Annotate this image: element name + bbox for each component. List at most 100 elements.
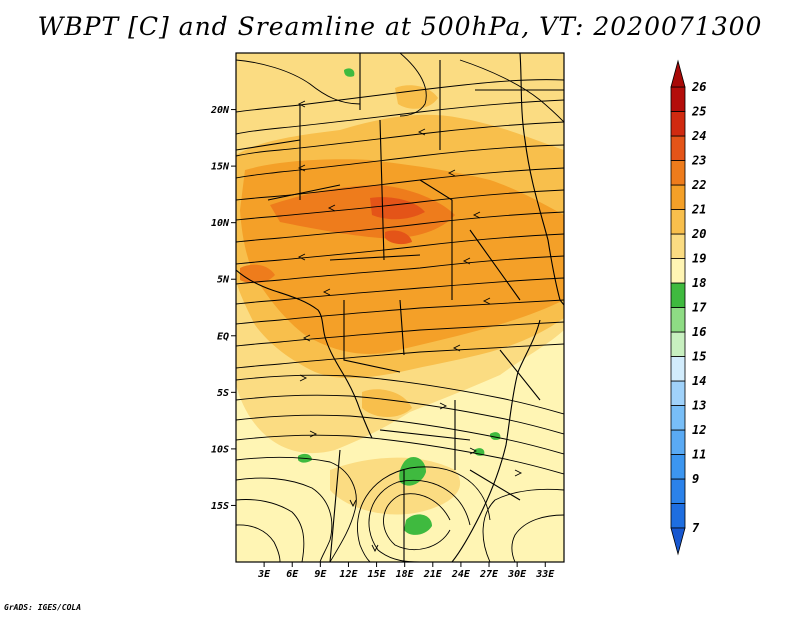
colorbar-label: 25 (691, 105, 706, 119)
streamline-arrow (322, 288, 331, 296)
streamline-arrow (371, 544, 379, 553)
lat-tick-label: 20N (210, 105, 230, 116)
lon-tick-label: 24E (451, 569, 471, 580)
colorbar-swatch (670, 454, 686, 480)
lon-tick-label: 15E (368, 569, 387, 580)
streamline-arrow (297, 100, 306, 108)
wbpt-18-patch (344, 68, 355, 77)
streamline-arrow (302, 334, 311, 342)
streamline-arrow (417, 128, 426, 136)
colorbar-label: 26 (691, 80, 706, 94)
coastline (451, 319, 541, 562)
streamline-arrow (469, 447, 478, 455)
streamline-arrow (439, 402, 448, 410)
colorbar-swatch (670, 380, 686, 406)
colorbar-label: 9 (692, 472, 699, 486)
coastline (236, 269, 373, 439)
lat-tick-label: EQ (217, 331, 229, 342)
border (236, 53, 564, 562)
latitude-axis: 20N 15N 10N 5N EQ 5S 10S 15S (210, 105, 236, 512)
streamline (236, 167, 564, 201)
streamline (236, 121, 564, 157)
wbpt-21-region-south (362, 389, 412, 417)
colorbar-swatch (670, 258, 686, 284)
colorbar-swatch (670, 356, 686, 382)
streamline-arrow (299, 374, 308, 382)
streamline (236, 394, 564, 435)
streamline (236, 434, 564, 475)
streamline (357, 466, 491, 562)
colorbar-label: 16 (692, 325, 706, 339)
streamline (459, 59, 564, 123)
streamline (236, 456, 357, 562)
lat-tick-label: 10N (211, 218, 230, 229)
lat-tick-label: 15N (211, 162, 230, 173)
colorbar-swatch (670, 86, 686, 112)
colorbar-swatch (670, 282, 686, 308)
streamline (236, 144, 564, 179)
lat-tick-label: 15S (211, 501, 229, 512)
streamline (236, 499, 305, 562)
lat-tick-label: 10S (211, 444, 229, 455)
wbpt-18-patch (404, 514, 432, 535)
colorbar-label: 19 (692, 252, 706, 266)
longitude-axis: 3E 6E 9E 12E 15E 18E 21E 24E 27E 30E 33E (257, 562, 555, 580)
coastline (519, 53, 564, 306)
streamline (236, 277, 564, 305)
country-borders (236, 53, 564, 562)
lon-tick-label: 18E (396, 569, 415, 580)
lon-tick-label: 12E (339, 569, 358, 580)
colorbar-label: 13 (692, 399, 706, 413)
lon-tick-label: 27E (479, 569, 499, 580)
colorbar-arrow-bottom (670, 527, 686, 556)
grads-credit: GrADS: IGES/COLA (4, 603, 82, 612)
streamline-arrow (349, 499, 357, 508)
wbpt-20-region-south (330, 457, 461, 515)
colorbar-swatch (670, 184, 686, 210)
streamline-arrow (452, 344, 461, 352)
streamline-arrow (514, 469, 523, 477)
streamline-arrow (297, 164, 306, 172)
streamline (236, 233, 564, 265)
colorbar-swatch (670, 503, 686, 529)
streamlines (236, 53, 564, 562)
wbpt-24-region-small (385, 230, 412, 245)
colorbar-label: 23 (691, 154, 706, 168)
colorbar-swatch (670, 111, 686, 137)
lon-tick-label: 6E (286, 569, 299, 580)
lon-tick-label: 3E (257, 569, 271, 580)
streamline (236, 189, 564, 221)
colorbar-label: 24 (691, 129, 706, 143)
colorbar-swatch (670, 405, 686, 431)
streamline (236, 477, 333, 562)
streamline (368, 479, 471, 562)
colorbar: 7 9 11 12 13 14 15 16 17 18 19 20 21 22 23 24 25 26 (670, 59, 707, 556)
wbpt-18-patch (399, 457, 426, 486)
streamline-arrow (327, 204, 336, 212)
streamline (236, 211, 564, 243)
streamline-arrow (309, 430, 318, 438)
lon-tick-label: 33E (535, 569, 555, 580)
wbpt-field (236, 53, 564, 562)
streamline (236, 255, 564, 285)
streamline-arrow (447, 169, 456, 177)
streamline (236, 374, 564, 415)
colorbar-swatch (670, 209, 686, 235)
colorbar-swatch (670, 331, 686, 357)
colorbar-label: 22 (691, 178, 706, 192)
lat-tick-label: 5S (217, 388, 229, 399)
colorbar-swatch (670, 160, 686, 186)
streamline (383, 493, 451, 551)
lon-tick-label: 9E (314, 569, 327, 580)
lon-tick-label: 30E (507, 569, 527, 580)
lon-tick-label: 21E (423, 569, 443, 580)
streamline (236, 414, 564, 455)
colorbar-label: 11 (692, 448, 706, 462)
colorbar-swatch (670, 307, 686, 333)
colorbar-label: 17 (692, 301, 707, 315)
colorbar-label: 12 (692, 423, 706, 437)
streamline (236, 343, 564, 369)
colorbar-label: 14 (692, 374, 706, 388)
colorbar-swatch (670, 429, 686, 455)
streamline (236, 321, 564, 347)
